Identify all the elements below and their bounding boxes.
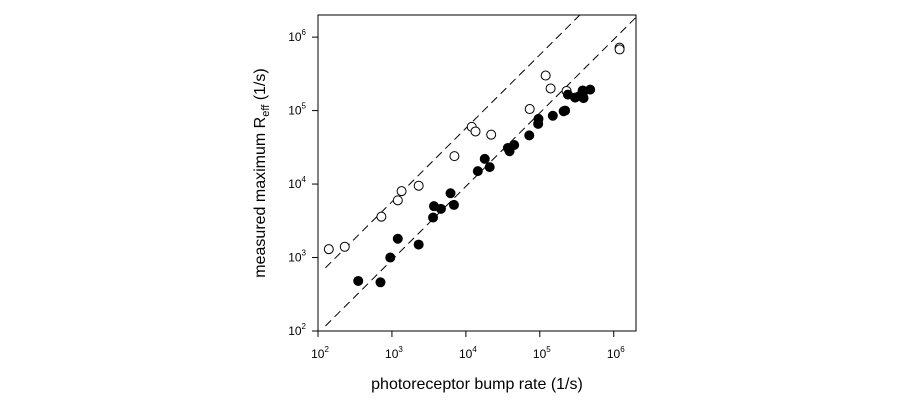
x-tick-label-2-exponent: 4 — [472, 345, 477, 354]
filled-point-5 — [428, 212, 439, 223]
x-tick-label-3-base: 10 — [533, 347, 547, 361]
y-tick-label-1-base: 10 — [288, 251, 302, 265]
open-point-6 — [449, 151, 460, 162]
filled-point-9 — [448, 199, 459, 210]
x-tick-label-2: 104 — [459, 345, 477, 361]
open-point-10 — [524, 104, 535, 115]
x-tick-label-0-base: 10 — [311, 347, 325, 361]
x-tick-label-4: 106 — [607, 345, 625, 361]
y-tick-label-4-base: 10 — [288, 30, 302, 44]
open-point-1 — [339, 241, 350, 252]
y-tick-label-3-base: 10 — [288, 104, 302, 118]
y-tick-label-1-exponent: 3 — [302, 249, 307, 258]
y-tick-label-2-base: 10 — [288, 177, 302, 191]
open-point-5 — [413, 180, 424, 191]
filled-point-7 — [435, 203, 446, 214]
x-axis-title: photoreceptor bump rate (1/s) — [371, 376, 583, 393]
filled-point-19 — [547, 110, 558, 121]
x-tick-label-3: 105 — [533, 345, 551, 361]
open-point-15 — [614, 44, 625, 55]
filled-point-10 — [472, 166, 483, 177]
x-tick-label-4-base: 10 — [607, 347, 621, 361]
x-tick-label-4-exponent: 6 — [620, 345, 625, 354]
x-tick-label-1: 103 — [385, 345, 403, 361]
reference-line-1 — [325, 15, 581, 269]
filled-point-28 — [585, 84, 596, 95]
y-tick-label-2-exponent: 4 — [302, 175, 307, 184]
x-tick-label-1-exponent: 3 — [398, 345, 403, 354]
x-tick-label-0: 102 — [311, 345, 329, 361]
open-point-0 — [323, 244, 334, 255]
y-tick-label-4-exponent: 6 — [302, 28, 307, 37]
filled-point-0 — [353, 275, 364, 286]
x-tick-label-1-base: 10 — [385, 347, 399, 361]
open-point-4 — [396, 186, 407, 197]
y-tick-label-3-exponent: 5 — [302, 102, 307, 111]
x-tick-label-3-exponent: 5 — [546, 345, 551, 354]
open-point-8 — [470, 126, 481, 137]
y-axis-title-main: measured maximum R — [252, 117, 269, 278]
x-tick-label-2-base: 10 — [459, 347, 473, 361]
y-tick-label-0-base: 10 — [288, 324, 302, 338]
y-tick-label-4: 106 — [288, 28, 306, 44]
filled-point-21 — [560, 105, 571, 116]
open-point-11 — [540, 70, 551, 81]
reference-line-2 — [325, 16, 636, 327]
filled-point-8 — [445, 188, 456, 199]
y-tick-label-2: 104 — [288, 175, 306, 191]
y-tick-label-0-exponent: 2 — [302, 322, 307, 331]
filled-point-15 — [509, 140, 520, 151]
reference-lines — [325, 15, 636, 327]
filled-point-12 — [484, 162, 495, 173]
open-point-12 — [545, 83, 556, 94]
filled-point-11 — [479, 153, 490, 164]
filled-point-4 — [413, 239, 424, 250]
y-axis-title-subscript: eff — [260, 104, 272, 117]
filled-point-27 — [578, 93, 589, 104]
filled-point-18 — [533, 113, 544, 124]
y-tick-label-3: 105 — [288, 102, 306, 118]
filled-point-3 — [392, 233, 403, 244]
x-tick-label-0-exponent: 2 — [324, 345, 329, 354]
y-axis-title: measured maximum Reff (1/s) — [252, 68, 272, 277]
open-point-3 — [392, 195, 403, 206]
filled-point-16 — [524, 130, 535, 141]
plot-frame — [317, 14, 637, 332]
open-point-2 — [376, 211, 387, 222]
data-points — [323, 42, 625, 288]
y-axis-title-tail: (1/s) — [252, 68, 269, 104]
filled-point-1 — [375, 277, 386, 288]
open-point-9 — [486, 129, 497, 140]
y-tick-label-1: 103 — [288, 249, 306, 265]
filled-point-2 — [385, 252, 396, 263]
y-tick-label-0: 102 — [288, 322, 306, 338]
